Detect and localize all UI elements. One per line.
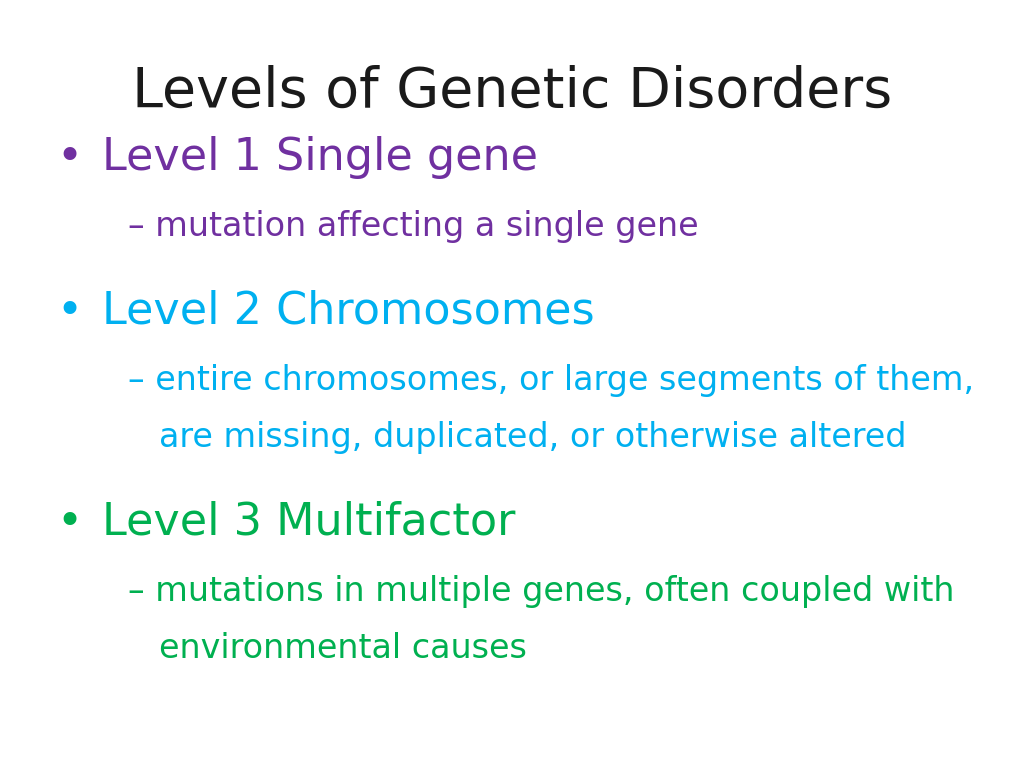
Text: are missing, duplicated, or otherwise altered: are missing, duplicated, or otherwise al… xyxy=(159,422,906,454)
Text: Levels of Genetic Disorders: Levels of Genetic Disorders xyxy=(132,65,892,119)
Text: Level 2 Chromosomes: Level 2 Chromosomes xyxy=(102,290,595,333)
Text: – entire chromosomes, or large segments of them,: – entire chromosomes, or large segments … xyxy=(128,364,974,396)
Text: Level 3 Multifactor: Level 3 Multifactor xyxy=(102,501,516,544)
Text: •: • xyxy=(56,136,83,179)
Text: •: • xyxy=(56,290,83,333)
Text: – mutation affecting a single gene: – mutation affecting a single gene xyxy=(128,210,698,243)
Text: – mutations in multiple genes, often coupled with: – mutations in multiple genes, often cou… xyxy=(128,575,954,607)
Text: Level 1 Single gene: Level 1 Single gene xyxy=(102,136,539,179)
Text: environmental causes: environmental causes xyxy=(159,633,526,665)
Text: •: • xyxy=(56,501,83,544)
